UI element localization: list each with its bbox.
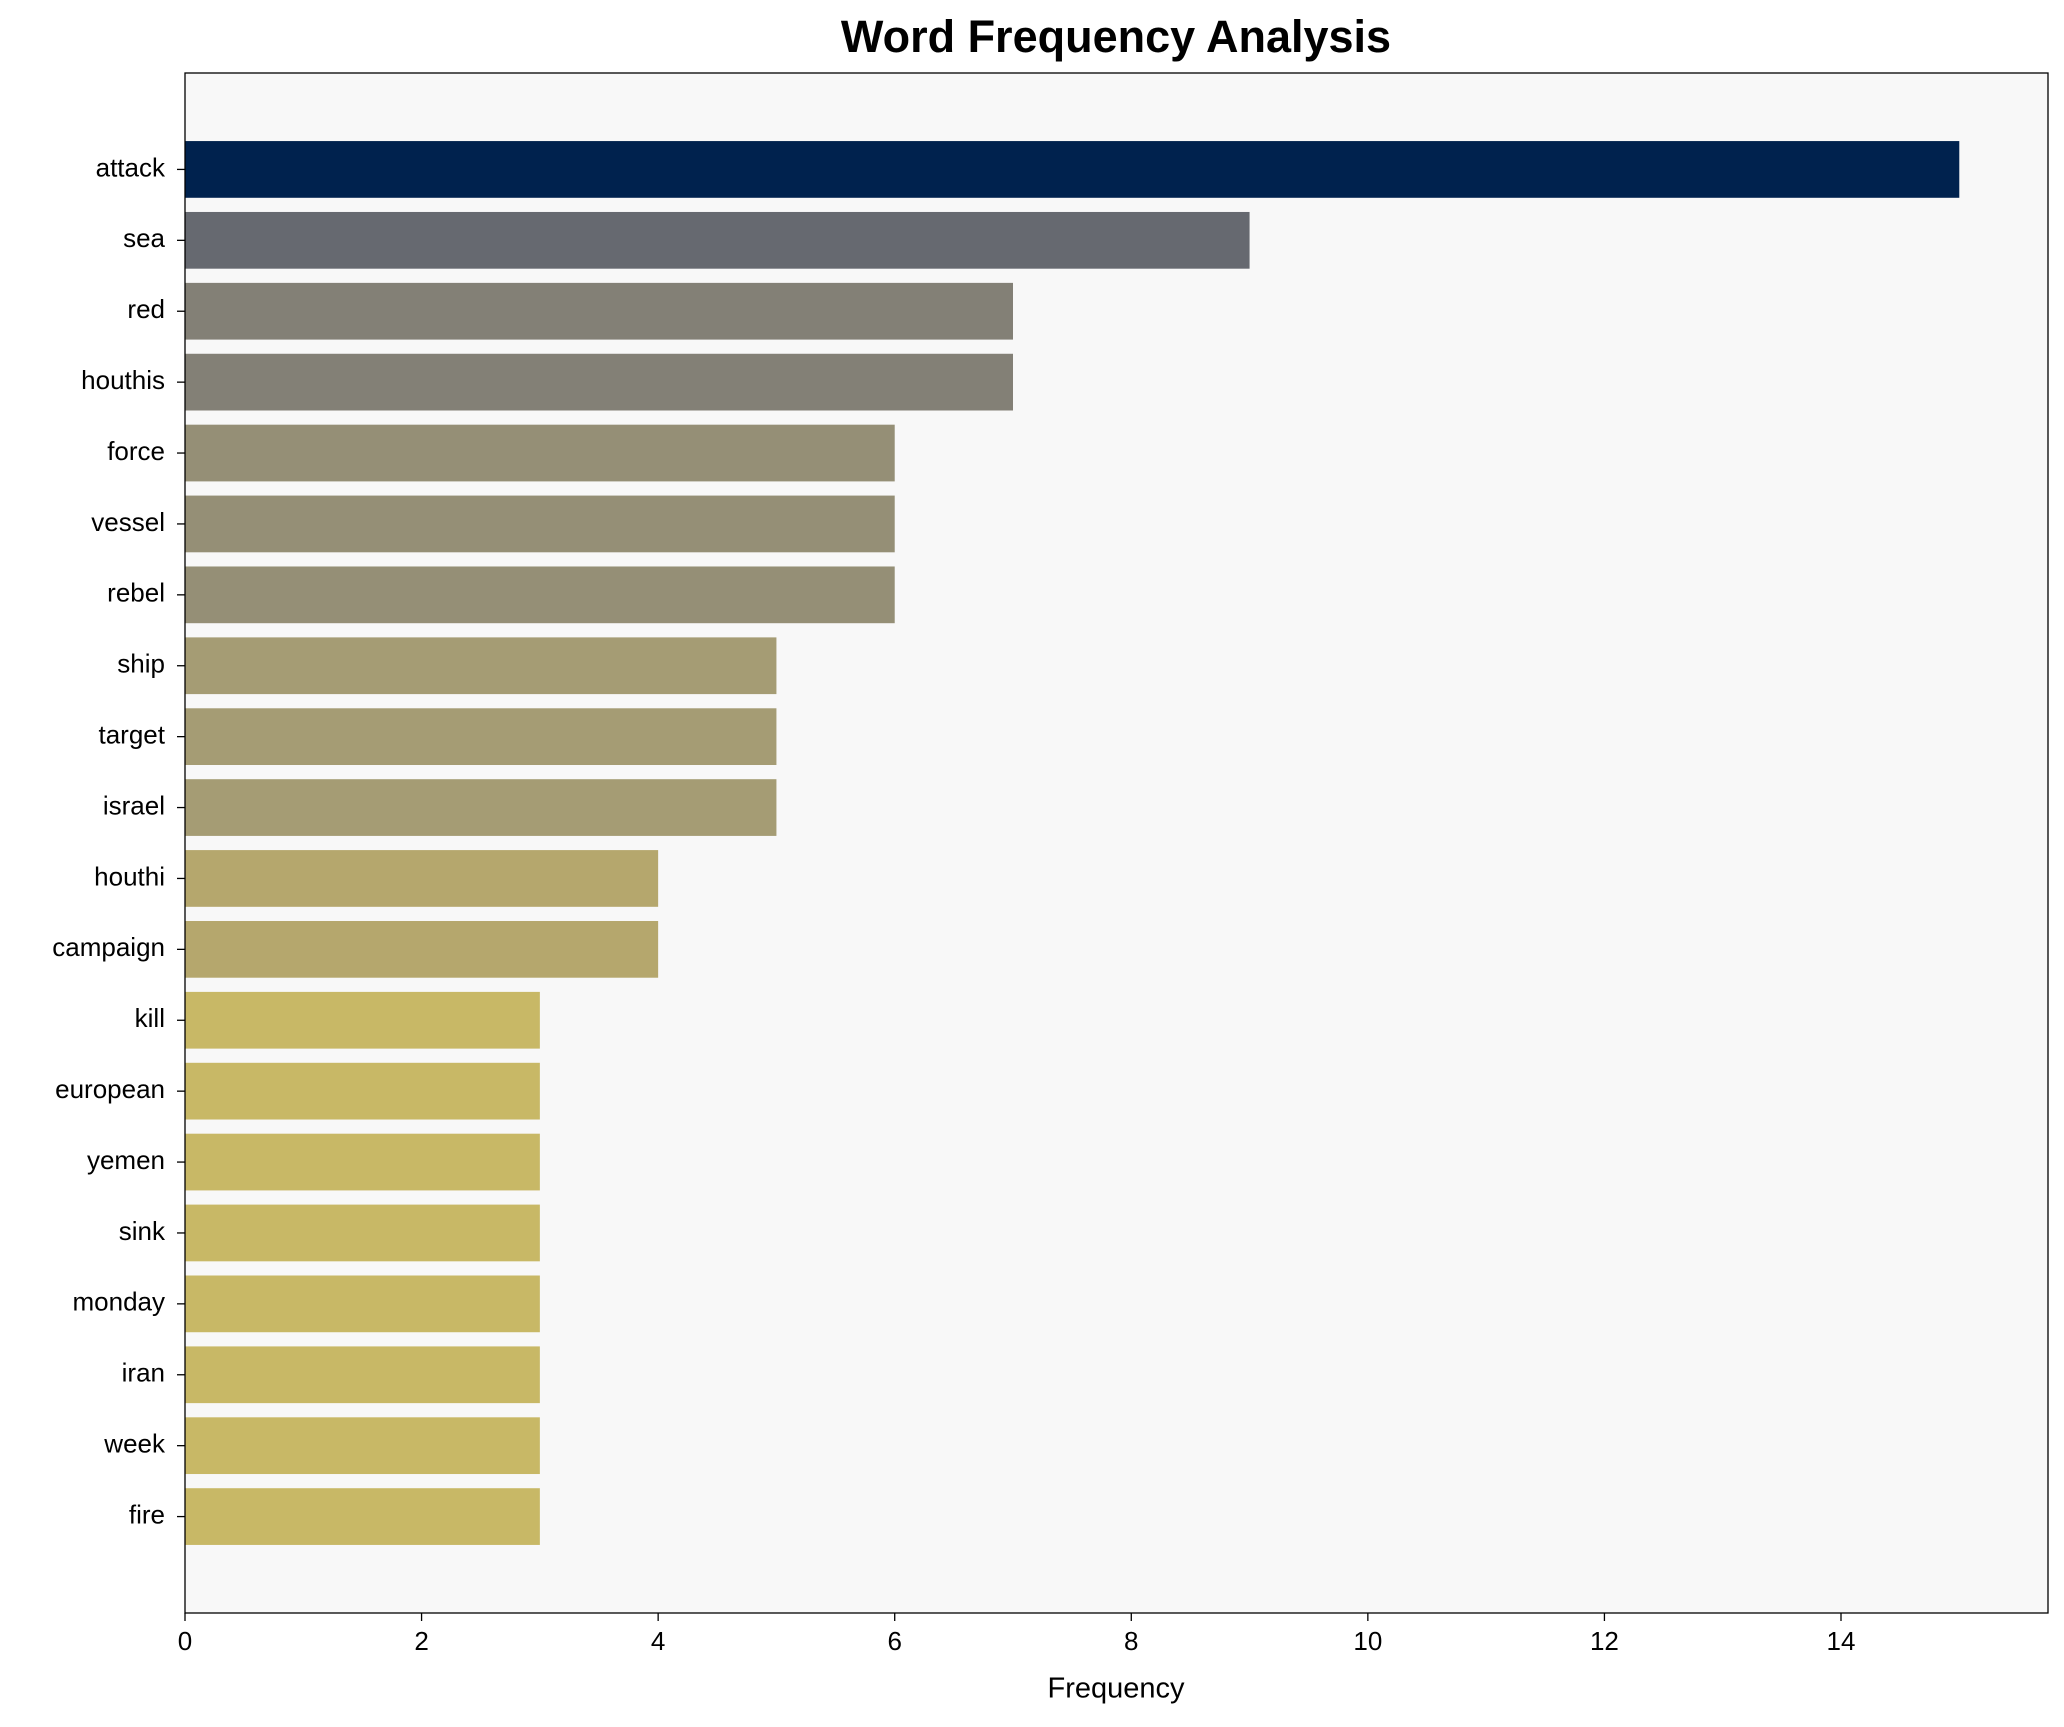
bar — [185, 495, 895, 553]
x-tick-label: 10 — [1353, 1626, 1382, 1656]
x-tick-label: 2 — [414, 1626, 428, 1656]
y-tick-label: red — [127, 294, 165, 324]
bar — [185, 779, 777, 836]
y-tick-label: fire — [129, 1499, 165, 1529]
y-tick-label: kill — [135, 1003, 165, 1033]
y-tick-label: houthis — [81, 365, 165, 395]
bar — [185, 1488, 540, 1545]
x-tick-label: 4 — [651, 1626, 665, 1656]
bar — [185, 141, 1960, 198]
bar — [185, 1204, 540, 1262]
y-tick-label: attack — [96, 152, 166, 182]
y-tick-label: sea — [123, 223, 165, 253]
y-tick-label: target — [99, 720, 166, 750]
y-tick-label: vessel — [91, 507, 165, 537]
bar — [185, 708, 777, 766]
bar — [185, 1133, 540, 1191]
bar — [185, 1346, 540, 1404]
bar — [185, 211, 1250, 269]
bar — [185, 1062, 540, 1120]
bar — [185, 991, 540, 1049]
x-tick-label: 0 — [178, 1626, 192, 1656]
y-tick-label: houthi — [94, 861, 165, 891]
bar — [185, 1417, 540, 1475]
y-tick-label: sink — [119, 1216, 166, 1246]
y-tick-label: monday — [73, 1287, 166, 1317]
x-tick-label: 14 — [1827, 1626, 1856, 1656]
bar — [185, 566, 895, 624]
bar — [185, 850, 659, 907]
y-tick-label: iran — [122, 1358, 165, 1388]
y-tick-label: israel — [103, 790, 165, 820]
y-tick-label: rebel — [107, 578, 165, 608]
chart-title: Word Frequency Analysis — [841, 11, 1391, 62]
bar — [185, 1275, 540, 1333]
x-tick-label: 8 — [1124, 1626, 1138, 1656]
y-tick-label: european — [55, 1074, 165, 1104]
bar — [185, 920, 659, 978]
bar — [185, 282, 1013, 340]
plot-frame — [184, 72, 2049, 1614]
y-tick-label: campaign — [52, 932, 165, 962]
y-tick-label: force — [107, 436, 165, 466]
y-tick-label: week — [103, 1429, 166, 1459]
bar — [185, 424, 895, 482]
x-tick-label: 12 — [1590, 1626, 1619, 1656]
bar — [185, 353, 1013, 411]
y-tick-label: yemen — [87, 1145, 165, 1175]
x-axis-label: Frequency — [1047, 1673, 1185, 1705]
x-tick-label: 6 — [887, 1626, 901, 1656]
y-tick-label: ship — [117, 649, 165, 679]
bar — [185, 637, 777, 695]
